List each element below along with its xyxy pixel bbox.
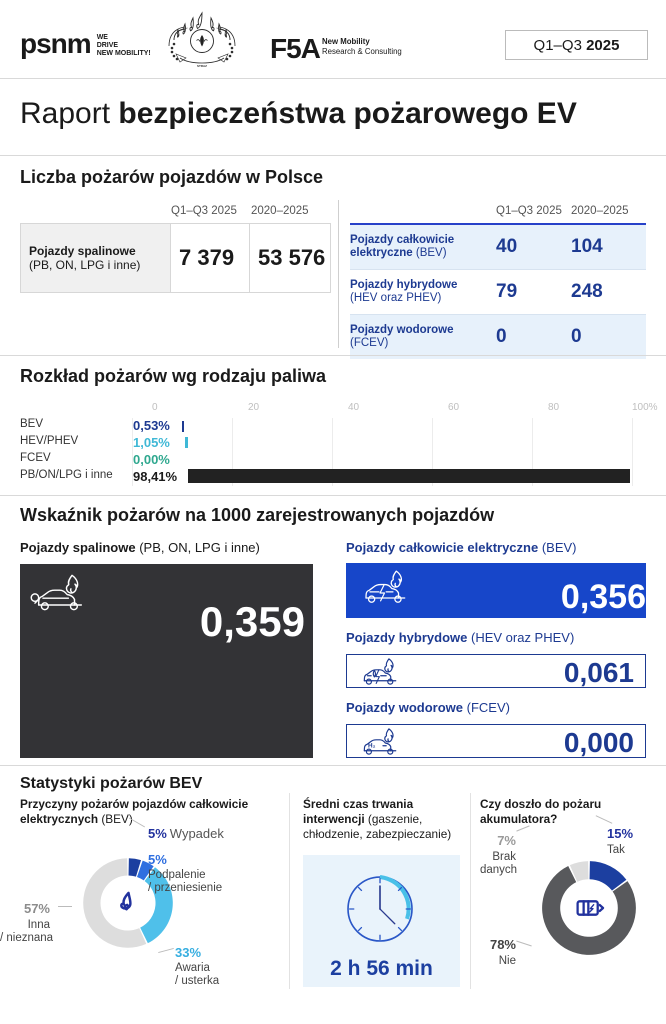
svg-text:H₂: H₂	[368, 743, 376, 750]
svg-text:STRAZ: STRAZ	[197, 64, 207, 68]
